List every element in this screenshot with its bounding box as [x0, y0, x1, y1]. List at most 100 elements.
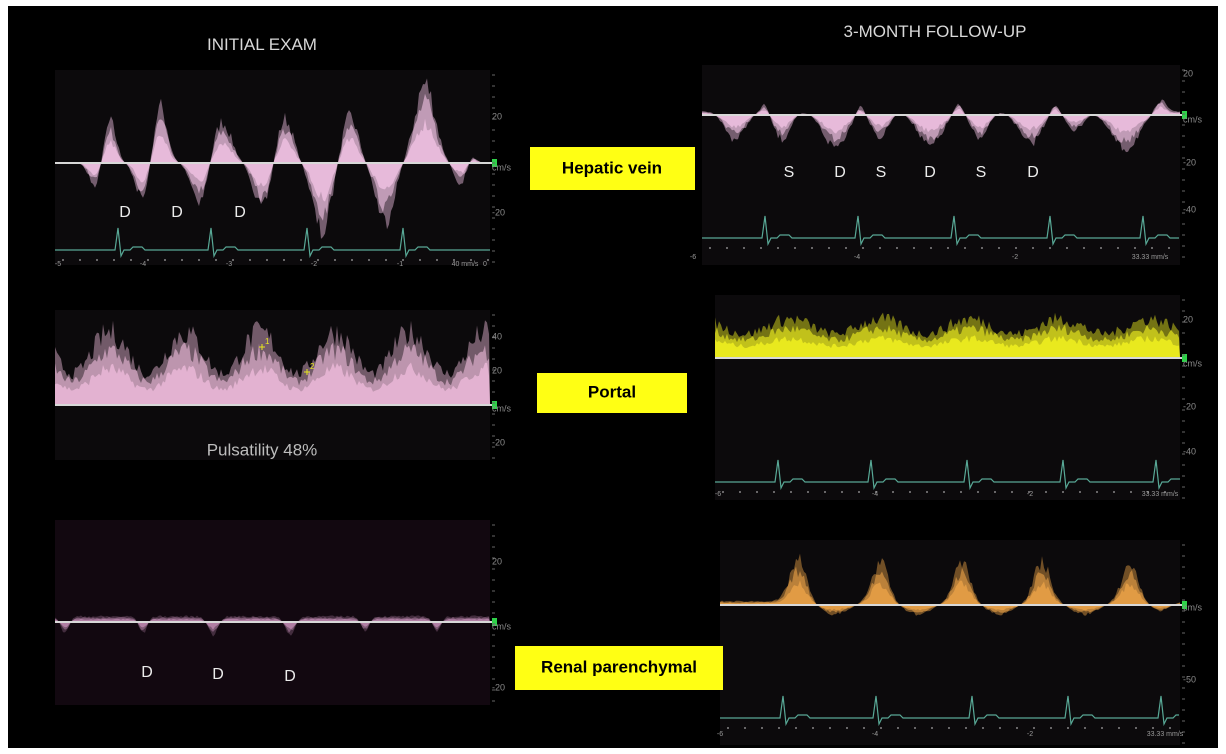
time-dot: [266, 259, 268, 261]
scale-label: cm/s: [1183, 602, 1202, 612]
time-dot: [1016, 727, 1018, 729]
time-dot: [300, 259, 302, 261]
time-dot: [1084, 727, 1086, 729]
caliper-label: 2: [310, 362, 315, 371]
pulsatility-note: Pulsatility 48%: [207, 440, 318, 459]
time-dot: [807, 491, 809, 493]
time-dot: [914, 727, 916, 729]
time-dot: [1118, 727, 1120, 729]
time-dot: [981, 247, 983, 249]
column-title: 3-MONTH FOLLOW-UP: [844, 22, 1027, 41]
time-dot: [824, 491, 826, 493]
time-dot: [896, 247, 898, 249]
time-dot: [960, 491, 962, 493]
sweep-speed: 40 mm/s: [452, 261, 479, 268]
time-dot: [795, 727, 797, 729]
vessel-label: Portal: [588, 382, 636, 401]
time-dot: [232, 259, 234, 261]
time-dot: [1135, 727, 1137, 729]
time-dot: [62, 259, 64, 261]
doppler-background: [702, 65, 1180, 265]
time-dot: [1067, 727, 1069, 729]
time-dot: [841, 491, 843, 493]
scale-label: cm/s: [1183, 358, 1202, 368]
scale-label: cm/s: [492, 621, 511, 631]
time-dot: [931, 727, 933, 729]
time-dot: [909, 491, 911, 493]
time-dot: [1011, 491, 1013, 493]
time-label: -4: [854, 254, 860, 261]
sweep-speed: 33.33 mm/s: [1147, 731, 1184, 738]
time-dot: [964, 247, 966, 249]
scale-label: -40: [1183, 446, 1196, 456]
time-dot: [744, 727, 746, 729]
column-title: INITIAL EXAM: [207, 35, 317, 54]
time-dot: [982, 727, 984, 729]
time-dot: [977, 491, 979, 493]
time-label: -2: [1027, 731, 1033, 738]
waveform-marker: D: [924, 164, 936, 181]
time-label: -5: [55, 261, 61, 268]
time-dot: [811, 247, 813, 249]
scale-label: -40: [1183, 204, 1196, 214]
time-label: -2: [1027, 491, 1033, 498]
time-dot: [1079, 491, 1081, 493]
time-dot: [487, 259, 489, 261]
time-label: -6: [717, 731, 723, 738]
scale-label: 20: [492, 365, 502, 375]
time-dot: [1113, 491, 1115, 493]
time-dot: [181, 259, 183, 261]
time-label: -4: [872, 731, 878, 738]
time-dot: [756, 491, 758, 493]
scale-label: -20: [492, 437, 505, 447]
waveform-marker: S: [876, 164, 887, 181]
vessel-label: Renal parenchymal: [541, 657, 697, 676]
waveform-marker: S: [784, 164, 795, 181]
time-dot: [249, 259, 251, 261]
figure: INITIAL EXAM 3-MONTH FOLLOW-UP 20 cm/s -20…: [0, 0, 1226, 754]
time-dot: [79, 259, 81, 261]
scale-label: cm/s: [492, 162, 511, 172]
time-label: -4: [140, 261, 146, 268]
time-dot: [846, 727, 848, 729]
time-dot: [743, 247, 745, 249]
time-dot: [994, 491, 996, 493]
time-dot: [943, 491, 945, 493]
time-dot: [739, 491, 741, 493]
time-dot: [858, 491, 860, 493]
time-dot: [947, 247, 949, 249]
time-dot: [1050, 727, 1052, 729]
scale-label: cm/s: [1183, 114, 1202, 124]
time-dot: [1045, 491, 1047, 493]
time-dot: [385, 259, 387, 261]
time-dot: [96, 259, 98, 261]
time-dot: [727, 727, 729, 729]
time-dot: [965, 727, 967, 729]
waveform-marker: S: [976, 164, 987, 181]
time-dot: [862, 247, 864, 249]
doppler-background: [720, 540, 1180, 745]
time-dot: [778, 727, 780, 729]
time-dot: [709, 247, 711, 249]
time-label: -2: [1012, 254, 1018, 261]
time-dot: [930, 247, 932, 249]
scale-label: -20: [1183, 401, 1196, 411]
time-dot: [1130, 491, 1132, 493]
sweep-speed: 33.33 mm/s: [1142, 491, 1179, 498]
time-dot: [1049, 247, 1051, 249]
scale-label: 20: [1183, 68, 1193, 78]
sweep-speed: 33.33 mm/s: [1132, 254, 1169, 261]
time-label: -6: [715, 491, 721, 498]
time-dot: [863, 727, 865, 729]
waveform-marker: D: [141, 664, 153, 681]
time-label: -2: [311, 261, 317, 268]
time-dot: [777, 247, 779, 249]
time-dot: [812, 727, 814, 729]
time-dot: [1168, 247, 1170, 249]
time-dot: [794, 247, 796, 249]
time-label: -1: [397, 261, 403, 268]
time-dot: [1152, 727, 1154, 729]
time-dot: [1169, 727, 1171, 729]
time-dot: [722, 491, 724, 493]
time-label: -4: [872, 491, 878, 498]
